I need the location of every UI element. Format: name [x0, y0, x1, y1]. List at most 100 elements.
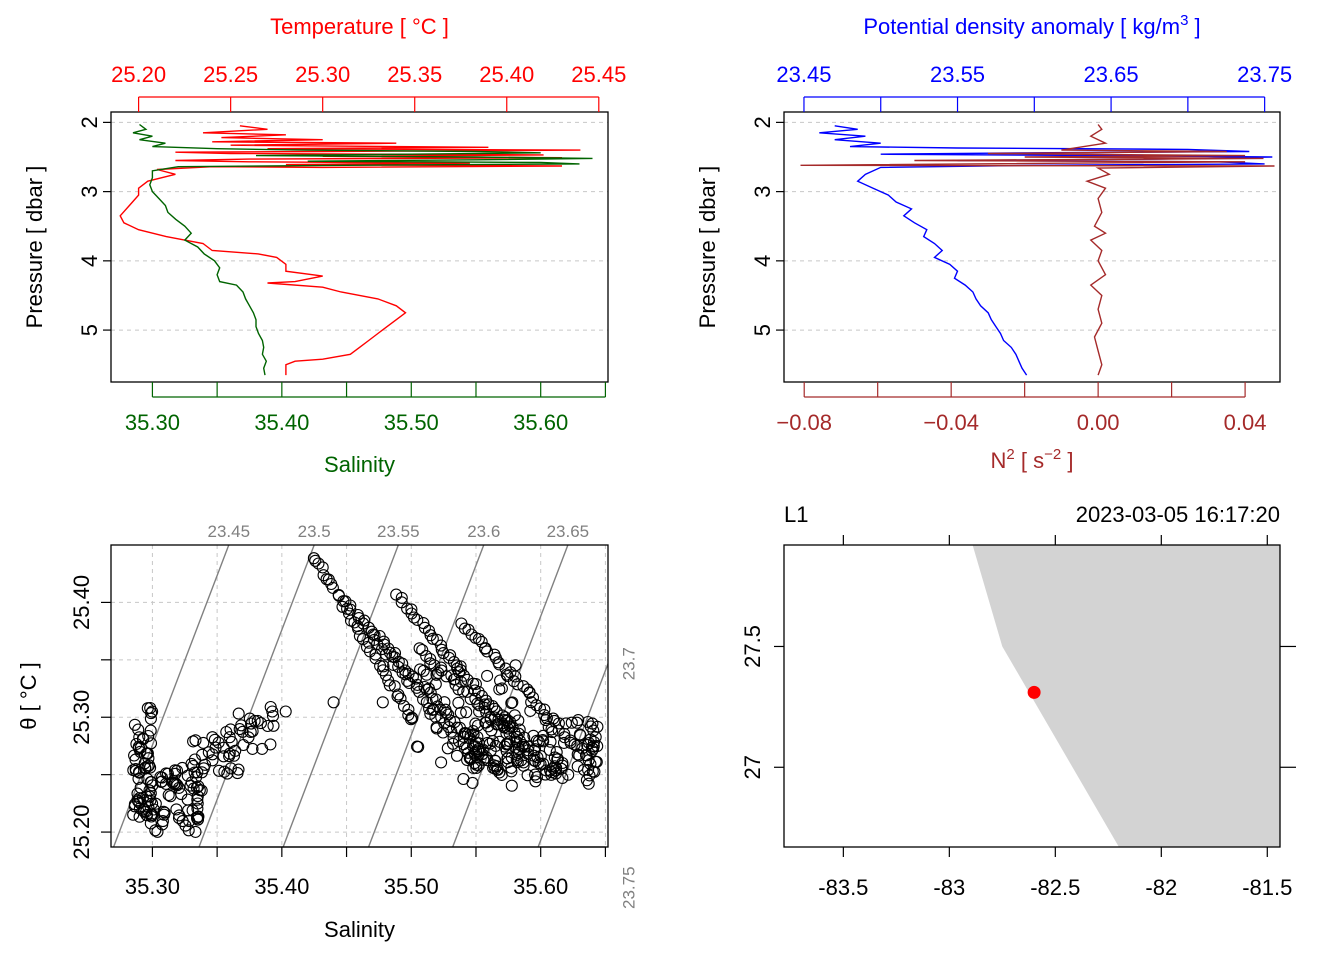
data-point: [396, 657, 409, 670]
data-point: [466, 776, 479, 789]
data-point: [197, 736, 210, 749]
data-point: [387, 658, 400, 671]
data-point: [494, 674, 507, 687]
data-point: [435, 711, 448, 724]
panel-map: -83.5 -83 -82.5 -82 -81.5 27 27.5 L1 2023-03-05 …: [740, 502, 1296, 900]
y-tick-label: 25.20: [69, 805, 94, 860]
data-point: [141, 702, 154, 715]
data-point: [368, 633, 381, 646]
data-point: [529, 768, 542, 781]
data-point: [208, 733, 221, 746]
y-tick-label: 25.40: [69, 575, 94, 630]
data-point: [435, 639, 448, 652]
data-point: [440, 670, 453, 683]
data-point: [420, 668, 433, 681]
data-point: [394, 692, 407, 705]
data-point: [450, 749, 464, 762]
y-tick-label: 4: [77, 255, 102, 267]
data-point: [465, 628, 478, 641]
x-tick-label: 35.60: [513, 874, 568, 899]
data-point: [218, 765, 231, 778]
data-point: [464, 692, 477, 706]
data-point: [127, 764, 140, 777]
x-tick-label: -82.5: [1030, 875, 1080, 900]
data-point: [500, 727, 513, 740]
bottom-tick-label: −0.04: [923, 410, 979, 435]
y-tick-label: 27.5: [740, 625, 765, 668]
data-point: [562, 768, 575, 781]
data-point: [517, 680, 530, 693]
data-point: [582, 763, 595, 776]
data-point: [572, 714, 585, 727]
data-point: [493, 658, 506, 671]
top-tick-label: 25.20: [111, 62, 166, 87]
data-point: [132, 740, 145, 753]
data-point: [206, 754, 219, 767]
y-tick-label: 3: [77, 185, 102, 197]
data-point: [460, 706, 473, 719]
data-point: [500, 668, 513, 681]
data-point: [571, 760, 584, 773]
data-point: [236, 725, 249, 738]
data-point: [584, 720, 597, 733]
data-point: [368, 629, 381, 642]
data-point: [223, 731, 236, 744]
data-point: [472, 632, 485, 646]
isopycnal-label: 23.65: [547, 522, 590, 541]
y-tick-label: 27: [740, 755, 765, 779]
data-point: [518, 740, 531, 753]
data-point: [505, 779, 518, 792]
top-tick-label: 25.40: [479, 62, 534, 87]
data-point: [309, 554, 322, 567]
isopycnal-label: 23.45: [208, 522, 251, 541]
data-point: [507, 675, 520, 688]
data-point: [505, 697, 518, 710]
y-tick-label: 2: [750, 116, 775, 128]
bottom-axis-label: N2 [ s−2 ]: [991, 446, 1074, 473]
data-point: [267, 719, 280, 732]
data-point: [379, 648, 393, 661]
x-axis-label: Salinity: [324, 917, 395, 942]
data-point: [279, 705, 292, 718]
data-point: [141, 747, 154, 760]
data-point: [261, 719, 274, 733]
data-point: [570, 716, 583, 729]
data-point: [429, 710, 442, 723]
data-point: [187, 759, 200, 772]
data-point: [550, 746, 563, 759]
data-point: [413, 642, 426, 655]
bottom-tick-label: 35.60: [513, 410, 568, 435]
data-point: [256, 742, 269, 755]
data-point: [189, 825, 202, 838]
data-point: [490, 718, 503, 731]
data-point: [532, 756, 545, 770]
isopycnal-line: [198, 545, 315, 847]
data-point: [143, 759, 156, 772]
isopycnal-line: [624, 545, 739, 847]
data-point: [521, 747, 534, 760]
data-point: [478, 642, 492, 655]
data-point: [506, 696, 519, 709]
data-point: [386, 650, 399, 663]
top-tick-label: 25.25: [203, 62, 258, 87]
data-point: [190, 812, 204, 825]
y-tick-label: 25.30: [69, 690, 94, 745]
bottom-axis-label: Salinity: [324, 452, 395, 477]
isopycnal-line: [452, 545, 569, 847]
data-point: [471, 697, 484, 710]
data-point: [533, 702, 547, 715]
data-point: [452, 696, 465, 709]
data-point: [316, 561, 329, 574]
density-line: [819, 125, 1273, 376]
bottom-tick-label: 35.40: [254, 410, 309, 435]
data-point: [587, 740, 600, 753]
data-point: [438, 717, 451, 730]
bottom-tick-label: 35.50: [384, 410, 439, 435]
data-point: [144, 737, 158, 750]
data-point: [416, 643, 429, 657]
data-point: [544, 735, 557, 748]
bottom-tick-label: −0.08: [776, 410, 832, 435]
data-point: [538, 709, 551, 722]
data-point: [168, 764, 182, 777]
